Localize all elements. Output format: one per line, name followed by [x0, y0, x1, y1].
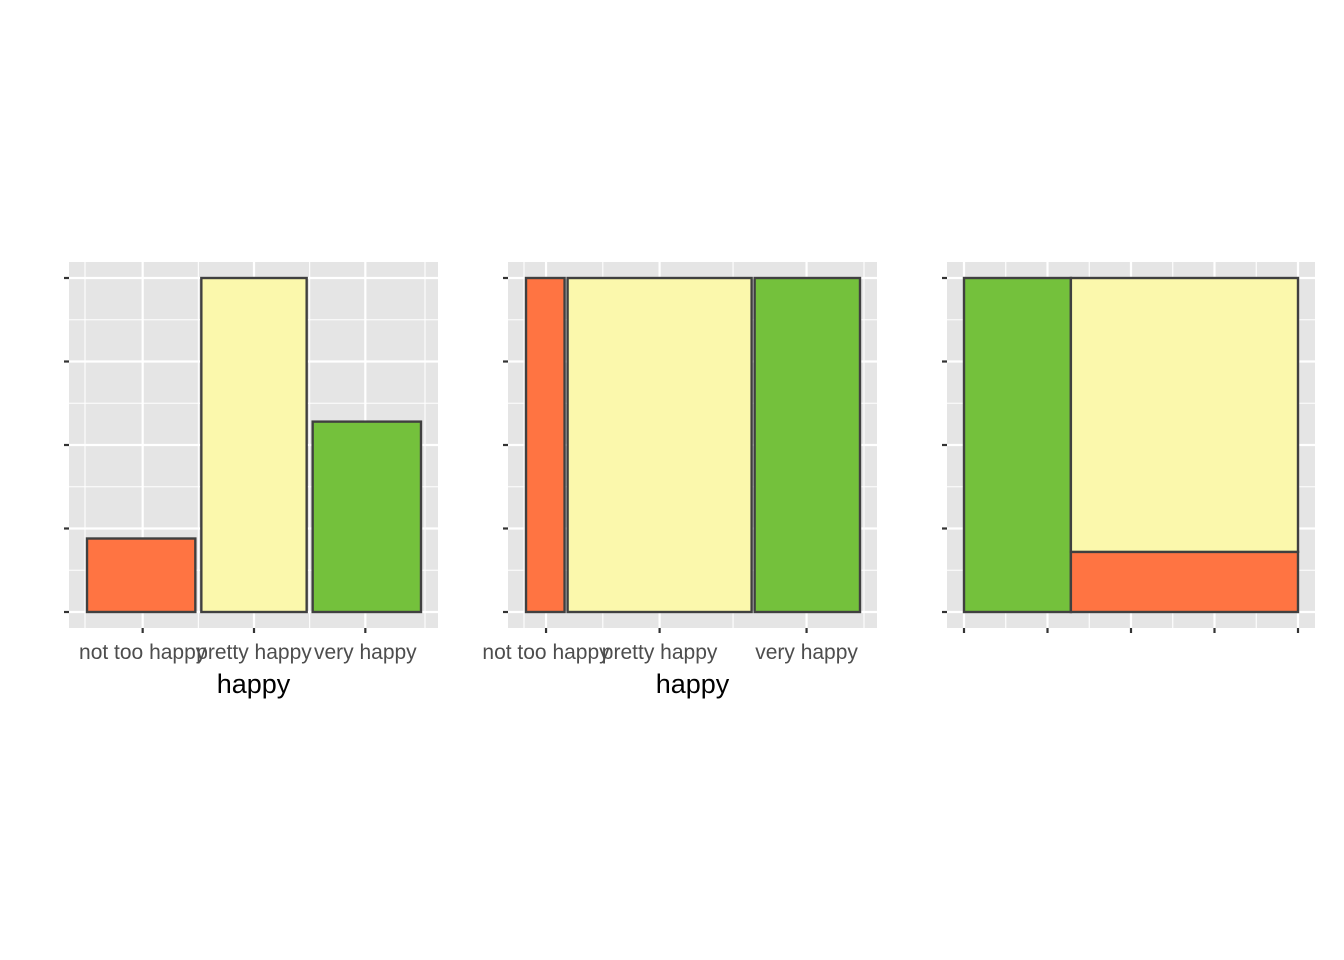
mosaic-tile: [1069, 550, 1300, 614]
x-tick-label: very happy: [314, 641, 417, 664]
axis-ticks: [64, 276, 367, 633]
mosaic-panel: [942, 262, 1315, 633]
bar: [524, 276, 566, 614]
mosaic-tile: [1069, 276, 1300, 554]
x-tick-labels: not too happy pretty happy very happy: [79, 641, 417, 664]
bar: [311, 420, 423, 614]
x-tick-label: not too happy: [79, 641, 207, 664]
x-tick-labels: not too happy pretty happy very happy: [482, 641, 858, 664]
bar: [753, 276, 862, 614]
x-axis-title: happy: [217, 669, 291, 699]
x-tick-label: very happy: [755, 641, 858, 664]
bar: [85, 537, 197, 614]
bar-chart-panel: not too happy pretty happy very happy ha…: [64, 262, 438, 699]
x-tick-label: pretty happy: [602, 641, 718, 664]
x-tick-label: pretty happy: [196, 641, 312, 664]
mosaic-tile: [962, 276, 1073, 614]
axis-ticks: [503, 276, 808, 633]
axis-ticks: [942, 276, 1300, 633]
bar: [566, 276, 753, 614]
x-axis-title: happy: [656, 669, 730, 699]
x-tick-label: not too happy: [482, 641, 610, 664]
mosaic-tiles: [962, 276, 1300, 614]
variable-width-bar-panel: not too happy pretty happy very happy ha…: [482, 262, 877, 699]
bars: [85, 276, 423, 614]
bar: [200, 276, 308, 614]
bars: [524, 276, 862, 614]
